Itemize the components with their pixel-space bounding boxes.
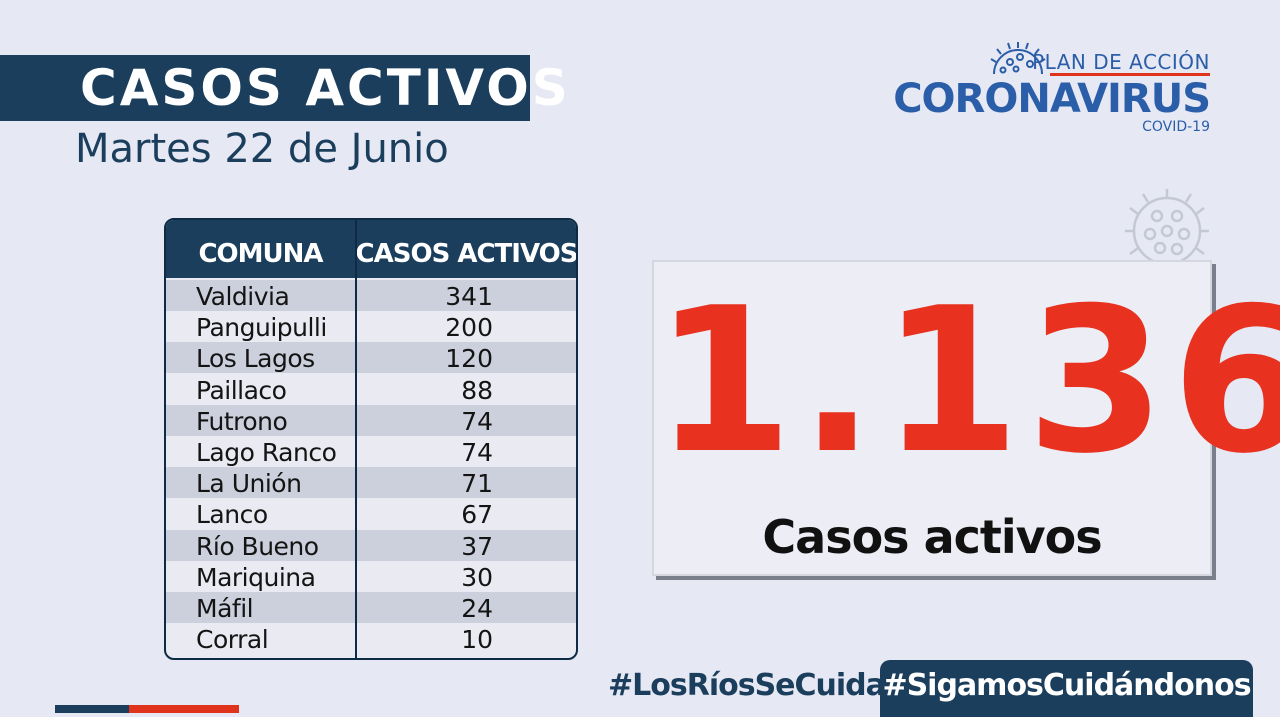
table-row: Lanco 67 [166,498,576,529]
comuna-cell: Paillaco [196,375,287,405]
table-row: Valdivia 341 [166,280,576,311]
decorative-virus-icon [1125,189,1209,261]
total-cases-label: Casos activos [762,510,1102,564]
casos-cell: 37 [461,531,493,561]
casos-cell: 71 [461,469,493,499]
casos-cell: 200 [445,313,493,343]
table-row: Los Lagos 120 [166,342,576,374]
casos-cell: 120 [445,344,493,374]
logo-coronavirus-text: CORONAVIRUS [893,76,1211,122]
comuna-cell: Río Bueno [196,531,319,561]
casos-cell: 30 [461,562,493,592]
total-active-cases: 1.136 [654,265,1280,498]
hashtag-sigamos: #SigamosCuidándonos [882,668,1251,703]
logo-plan-text: PLAN DE ACCIÓN [1032,50,1210,74]
comuna-cell: Máfil [196,594,254,623]
comuna-cell: Los Lagos [196,344,315,374]
logo-divider [1050,73,1210,76]
comuna-cell: Mariquina [196,562,316,592]
table-row: Paillaco 88 [166,374,576,405]
title-banner [0,55,530,121]
column-divider [355,220,357,658]
hashtag-badge [880,660,1253,717]
logo-covid-text: COVID-19 [1142,119,1210,135]
table-row: Mariquina 30 [166,561,576,592]
comuna-cell: Lanco [196,500,268,530]
comuna-cell: Lago Ranco [196,438,337,467]
table-row: Lago Ranco 74 [166,436,576,467]
accent-bar-red [129,705,239,713]
table-row: Río Bueno 37 [166,529,576,561]
casos-cell: 88 [461,375,493,405]
casos-cell: 24 [461,594,493,623]
page-title: CASOS ACTIVOS [80,59,571,117]
comuna-cell: Valdivia [196,282,290,311]
comuna-cell: Corral [196,625,269,655]
casos-cell: 74 [461,438,493,467]
report-date: Martes 22 de Junio [75,126,449,172]
casos-cell: 74 [461,406,493,436]
casos-cell: 341 [445,282,493,311]
virus-icon [990,42,1046,75]
accent-bar-blue [55,705,129,713]
column-header-casos: CASOS ACTIVOS [355,239,578,269]
active-cases-table: COMUNA CASOS ACTIVOS Valdivia 341 Panguipu… [164,218,578,660]
total-cases-card: 1.136 Casos activos [652,260,1280,576]
casos-cell: 67 [461,500,493,530]
comuna-cell: Panguipulli [196,313,327,343]
comuna-cell: La Unión [196,469,302,499]
casos-cell: 10 [461,625,493,655]
table-row: Máfil 24 [166,592,576,623]
column-header-comuna: COMUNA [198,239,323,269]
table-row: Corral 10 [166,623,576,654]
hashtag-los-rios: #LosRíosSeCuida [608,668,886,703]
table-row: Futrono 74 [166,404,576,436]
table-row: Panguipulli 200 [166,311,576,342]
table-header: COMUNA CASOS ACTIVOS [166,220,576,278]
comuna-cell: Futrono [196,406,288,436]
plan-coronavirus-logo: PLAN DE ACCIÓN CORONAVIRUS COVID-19 [893,40,1211,140]
table-row: La Unión 71 [166,467,576,499]
